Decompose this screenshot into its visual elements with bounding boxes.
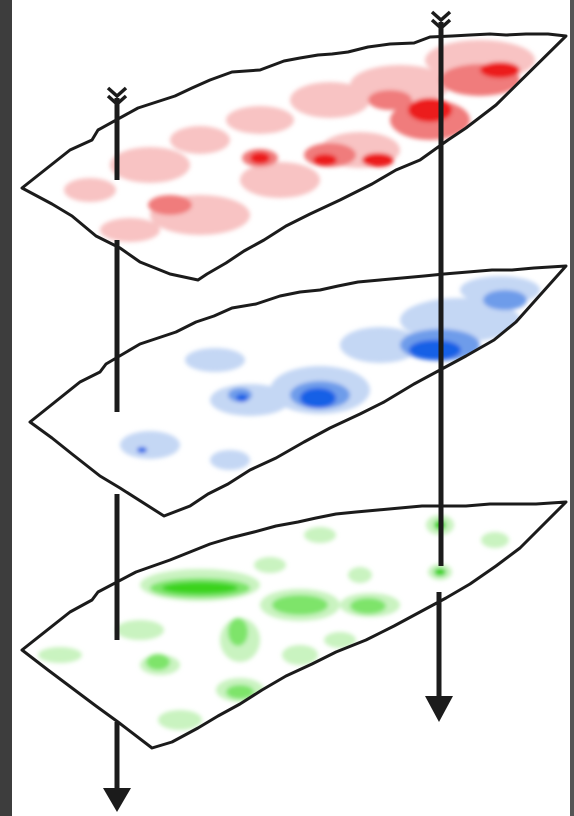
red-layer-outline	[20, 32, 568, 282]
blue-blobs	[120, 276, 540, 470]
blue-layer	[28, 264, 568, 518]
red-blobs	[64, 40, 535, 242]
green-layer-fill	[22, 502, 566, 748]
right-arrow-tail	[430, 10, 452, 23]
right-arrow-head	[425, 696, 453, 722]
right-arrow	[425, 10, 453, 722]
green-layer	[20, 500, 568, 750]
left-arrow-tail	[106, 86, 128, 99]
right-frame-bar	[570, 0, 574, 816]
left-arrow	[103, 86, 131, 812]
blue-layer-outline	[28, 264, 568, 518]
green-layer-outline	[20, 500, 568, 750]
left-arrow-head	[103, 788, 131, 812]
red-layer	[20, 32, 568, 282]
left-frame-bar	[0, 0, 12, 816]
